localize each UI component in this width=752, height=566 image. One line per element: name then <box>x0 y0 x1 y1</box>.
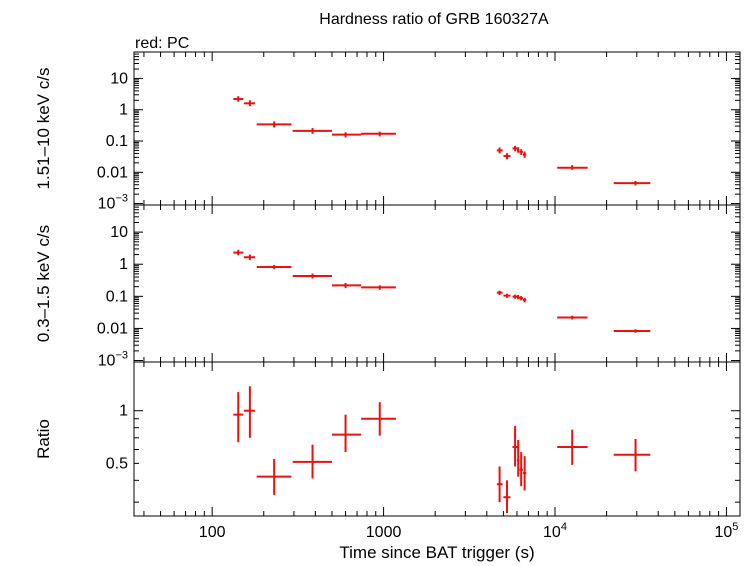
data-point <box>331 414 362 453</box>
data-point <box>522 456 527 491</box>
panel-frame <box>133 361 741 517</box>
y-axis-label: 0.3–1.5 keV c/s <box>34 225 53 342</box>
data-point <box>331 132 362 138</box>
y-tick-label-exp: −3 <box>115 350 128 362</box>
y-axis-label: 1.51–10 keV c/s <box>34 68 53 190</box>
data-point <box>512 425 518 467</box>
panel-frame <box>133 204 741 363</box>
data-point <box>233 96 244 102</box>
data-point <box>361 285 396 290</box>
y-tick-label: 0.01 <box>97 320 128 337</box>
data-point <box>522 297 527 303</box>
data-point <box>331 283 362 289</box>
x-tick-label-base: 100 <box>199 524 226 541</box>
data-point <box>512 145 518 152</box>
data-point <box>292 444 332 479</box>
x-tick-label: 105 <box>714 521 738 541</box>
y-tick-label: 0.1 <box>106 133 128 150</box>
y-tick-label-base: 10 <box>98 196 116 213</box>
data-point <box>613 180 651 186</box>
data-point <box>516 147 520 153</box>
panel-frame <box>133 51 741 206</box>
data-point <box>613 329 651 333</box>
y-tick-label: 10−3 <box>98 193 128 213</box>
data-point <box>243 100 256 107</box>
x-tick-label-exp: 4 <box>561 521 567 533</box>
data-point <box>503 293 511 298</box>
y-tick-label: 0.1 <box>106 288 128 305</box>
y-tick-label-base: 0.5 <box>106 455 128 472</box>
y-tick-label-base: 10 <box>98 353 116 370</box>
data-point <box>557 429 588 465</box>
y-tick-label-base: 10 <box>110 70 128 87</box>
y-tick-label: 10 <box>110 224 128 241</box>
x-tick-label-base: 1000 <box>366 524 402 541</box>
data-point <box>243 254 256 261</box>
y-tick-label: 1 <box>119 102 128 119</box>
data-point <box>496 290 503 296</box>
data-point <box>256 264 292 270</box>
y-tick-label: 1 <box>119 403 128 420</box>
chart-title: Hardness ratio of GRB 160327A <box>319 11 549 28</box>
x-tick-label-base: 10 <box>714 524 732 541</box>
y-tick-label: 0.5 <box>106 455 128 472</box>
x-tick-label-base: 10 <box>543 524 561 541</box>
y-tick-label: 0.01 <box>97 164 128 181</box>
x-tick-label: 100 <box>199 524 226 541</box>
data-point <box>516 440 520 477</box>
data-point <box>292 128 332 134</box>
data-point <box>519 452 523 487</box>
data-point <box>243 386 256 438</box>
y-tick-label: 10 <box>110 70 128 87</box>
x-tick-label-exp: 5 <box>732 521 738 533</box>
data-point <box>496 466 503 503</box>
data-point <box>516 295 520 300</box>
data-point <box>233 391 244 443</box>
y-tick-label: 1 <box>119 256 128 273</box>
y-tick-label-base: 0.1 <box>106 288 128 305</box>
data-point <box>496 147 503 154</box>
y-tick-label-base: 1 <box>119 256 128 273</box>
y-tick-label-base: 0.01 <box>97 164 128 181</box>
data-point <box>503 153 511 160</box>
data-point <box>361 131 396 137</box>
data-point <box>557 165 588 170</box>
data-point <box>519 296 523 301</box>
data-point <box>512 294 518 299</box>
y-tick-label-base: 0.1 <box>106 133 128 150</box>
y-tick-label-base: 0.01 <box>97 320 128 337</box>
data-point <box>613 438 651 472</box>
y-tick-label-base: 1 <box>119 403 128 420</box>
data-point <box>557 315 588 320</box>
data-point <box>361 402 396 436</box>
y-tick-label-base: 1 <box>119 102 128 119</box>
panel-bottom: 1 0.5 Ratio <box>34 361 741 517</box>
data-point <box>256 121 292 128</box>
x-tick-label: 1000 <box>366 524 402 541</box>
x-axis-label: Time since BAT trigger (s) <box>339 543 534 562</box>
data-point <box>233 249 244 256</box>
y-tick-label: 10−3 <box>98 350 128 370</box>
legend-note: red: PC <box>135 35 189 52</box>
y-tick-label-exp: −3 <box>115 193 128 205</box>
data-point <box>503 480 511 514</box>
data-point <box>522 151 527 158</box>
y-tick-label-base: 10 <box>110 224 128 241</box>
x-tick-label: 104 <box>543 521 567 541</box>
data-point <box>519 149 523 155</box>
data-point <box>256 458 292 495</box>
data-point <box>292 273 332 279</box>
y-axis-label: Ratio <box>34 419 53 459</box>
